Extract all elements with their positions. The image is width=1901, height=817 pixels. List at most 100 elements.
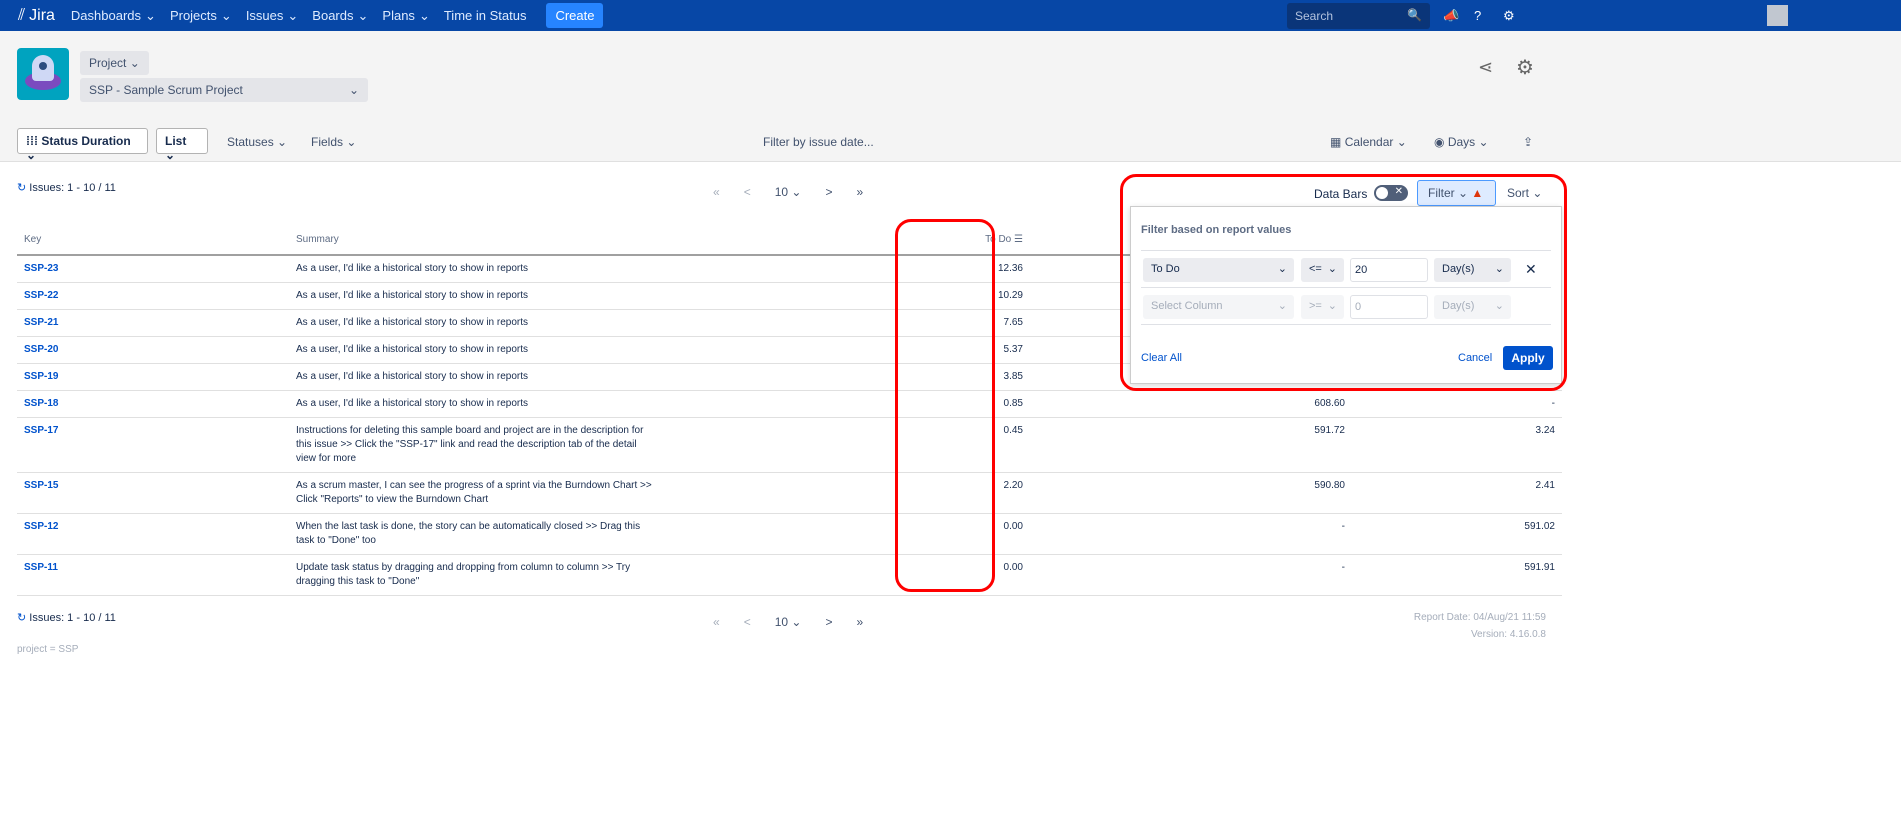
help-icon[interactable]: ? <box>1474 8 1482 23</box>
todo-value: 10.29 <box>893 282 1059 310</box>
filter-button[interactable]: Filter ⌄ ▲ <box>1417 180 1496 206</box>
issue-key-link[interactable]: SSP-12 <box>17 513 289 555</box>
remove-filter-icon[interactable]: ✕ <box>1525 261 1537 277</box>
issue-key-link[interactable]: SSP-11 <box>17 554 289 596</box>
project-selector[interactable]: SSP - Sample Scrum Project ⌄ <box>80 78 368 102</box>
summary-cell: Update task status by dragging and dropp… <box>289 554 893 596</box>
issue-key-link[interactable]: SSP-23 <box>17 255 289 283</box>
filter-column-select-2[interactable]: Select Column ⌄ <box>1143 295 1294 319</box>
chevron-down-icon: ⌄ <box>348 83 359 97</box>
project-type-selector[interactable]: Project ⌄ <box>80 51 149 75</box>
prev-page-button[interactable]: < <box>743 185 751 199</box>
table-row: SSP-12 When the last task is done, the st… <box>17 513 1562 555</box>
col-key[interactable]: Key <box>17 225 289 256</box>
prev-page-button[interactable]: < <box>743 615 751 629</box>
last-page-button[interactable]: » <box>856 615 864 629</box>
jira-logo[interactable]: ⫽ Jira <box>18 6 55 24</box>
megaphone-icon[interactable]: 📣 <box>1443 8 1460 23</box>
chevron-down-icon: ⌄ <box>418 7 430 23</box>
issue-key-link[interactable]: SSP-15 <box>17 472 289 514</box>
clear-all-button[interactable]: Clear All <box>1141 352 1182 364</box>
pagination-top: « < 10 ⌄ > » <box>713 185 863 199</box>
pagination-bottom: « < 10 ⌄ > » <box>713 615 863 629</box>
refresh-icon[interactable]: ↻ <box>17 612 27 624</box>
jira-logo-icon: ⫽ <box>18 6 26 24</box>
next-page-button[interactable]: > <box>825 185 833 199</box>
status-duration-button[interactable]: ⁞⁞⁞ Status Duration ⌄ <box>17 128 148 162</box>
nav-boards[interactable]: Boards ⌄ <box>312 7 369 24</box>
jql-query: project = SSP <box>17 644 79 655</box>
settings-gear-icon[interactable]: ⚙ <box>1516 57 1534 79</box>
list-view-button[interactable]: List ⌄ <box>156 128 208 162</box>
summary-cell: As a user, I'd like a historical story t… <box>289 255 893 283</box>
filter-unit-select-2[interactable]: Day(s) ⌄ <box>1434 295 1511 319</box>
first-page-button[interactable]: « <box>713 185 720 199</box>
statuses-dropdown[interactable]: Statuses ⌄ <box>227 135 288 149</box>
calendar-icon: ▦ <box>1330 135 1342 149</box>
todo-value: 0.85 <box>893 390 1059 418</box>
refresh-icon[interactable]: ↻ <box>17 182 27 194</box>
nav-projects[interactable]: Projects ⌄ <box>169 7 232 24</box>
summary-cell: Instructions for deleting this sample bo… <box>289 417 893 473</box>
nav-plans[interactable]: Plans ⌄ <box>382 7 430 24</box>
chevron-down-icon: ⌄ <box>220 7 232 23</box>
page-size-select[interactable]: 10 ⌄ <box>774 615 802 629</box>
issue-key-link[interactable]: SSP-21 <box>17 309 289 337</box>
filter-popup: Filter based on report values To Do ⌄ <= ⌄… <box>1130 206 1562 384</box>
last-page-button[interactable]: » <box>856 185 864 199</box>
filter-operator-select[interactable]: <= ⌄ <box>1301 258 1344 282</box>
gear-icon[interactable]: ⚙ <box>1503 8 1515 23</box>
create-button[interactable]: Create <box>546 3 604 28</box>
filter-value-input[interactable]: 20 <box>1350 258 1428 282</box>
col4-value: 590.80 <box>1059 472 1352 514</box>
first-page-button[interactable]: « <box>713 615 720 629</box>
cancel-button[interactable]: Cancel <box>1458 352 1493 364</box>
fields-dropdown[interactable]: Fields ⌄ <box>311 135 357 149</box>
days-dropdown[interactable]: ◉ Days ⌄ <box>1434 135 1489 149</box>
next-page-button[interactable]: > <box>825 615 833 629</box>
issue-key-link[interactable]: SSP-19 <box>17 363 289 391</box>
filter-operator-select-2[interactable]: >= ⌄ <box>1301 295 1344 319</box>
data-bars-label: Data Bars <box>1314 187 1368 201</box>
issues-count-bottom: ↻ Issues: 1 - 10 / 11 <box>17 612 116 624</box>
avatar[interactable] <box>1767 5 1788 26</box>
sort-button[interactable]: Sort ⌄ <box>1507 186 1543 200</box>
summary-cell: As a user, I'd like a historical story t… <box>289 363 893 391</box>
col4-value: 608.60 <box>1059 390 1352 418</box>
warning-icon: ▲ <box>1471 186 1484 200</box>
report-table: Key Summary To Do ☰ SSP-23 As a user, I'd… <box>17 225 1562 596</box>
nav-issues[interactable]: Issues ⌄ <box>245 7 299 24</box>
filter-unit-select[interactable]: Day(s) ⌄ <box>1434 258 1511 282</box>
summary-cell: As a scrum master, I can see the progres… <box>289 472 893 514</box>
data-bars-toggle[interactable]: ✕ <box>1374 185 1408 201</box>
top-nav: ⫽ Jira Dashboards ⌄ Projects ⌄ Issues ⌄ Boar… <box>0 0 1901 31</box>
share-icon[interactable]: ⋖ <box>1478 57 1494 77</box>
summary-cell: As a user, I'd like a historical story t… <box>289 390 893 418</box>
col5-value: - <box>1352 390 1562 418</box>
col5-value: 2.41 <box>1352 472 1562 514</box>
table-row: SSP-17 Instructions for deleting this sam… <box>17 417 1562 473</box>
filter-value-input-2[interactable]: 0 <box>1350 295 1428 319</box>
export-icon[interactable]: ⇪ <box>1523 135 1534 149</box>
summary-cell: When the last task is done, the story ca… <box>289 513 893 555</box>
search-input[interactable]: Search 🔍 <box>1287 3 1430 29</box>
issue-key-link[interactable]: SSP-22 <box>17 282 289 310</box>
page-size-select[interactable]: 10 ⌄ <box>774 185 802 199</box>
col-todo[interactable]: To Do ☰ <box>893 225 1059 256</box>
filter-by-date[interactable]: Filter by issue date... <box>763 135 874 149</box>
col4-value: 591.72 <box>1059 417 1352 473</box>
col4-value: - <box>1059 554 1352 596</box>
issue-key-link[interactable]: SSP-20 <box>17 336 289 364</box>
nav-time-in-status[interactable]: Time in Status <box>443 8 527 23</box>
issues-count: ↻ Issues: 1 - 10 / 11 <box>17 182 116 194</box>
chevron-down-icon: ⌄ <box>145 7 156 23</box>
col-summary[interactable]: Summary <box>289 225 893 256</box>
nav-dashboards[interactable]: Dashboards ⌄ <box>70 7 156 24</box>
issue-key-link[interactable]: SSP-18 <box>17 390 289 418</box>
filter-column-select[interactable]: To Do ⌄ <box>1143 258 1294 282</box>
issue-key-link[interactable]: SSP-17 <box>17 417 289 473</box>
todo-value: 12.36 <box>893 255 1059 283</box>
calendar-dropdown[interactable]: ▦ Calendar ⌄ <box>1330 135 1407 149</box>
apply-button[interactable]: Apply <box>1503 346 1553 370</box>
chevron-down-icon: ⌄ <box>287 7 299 23</box>
